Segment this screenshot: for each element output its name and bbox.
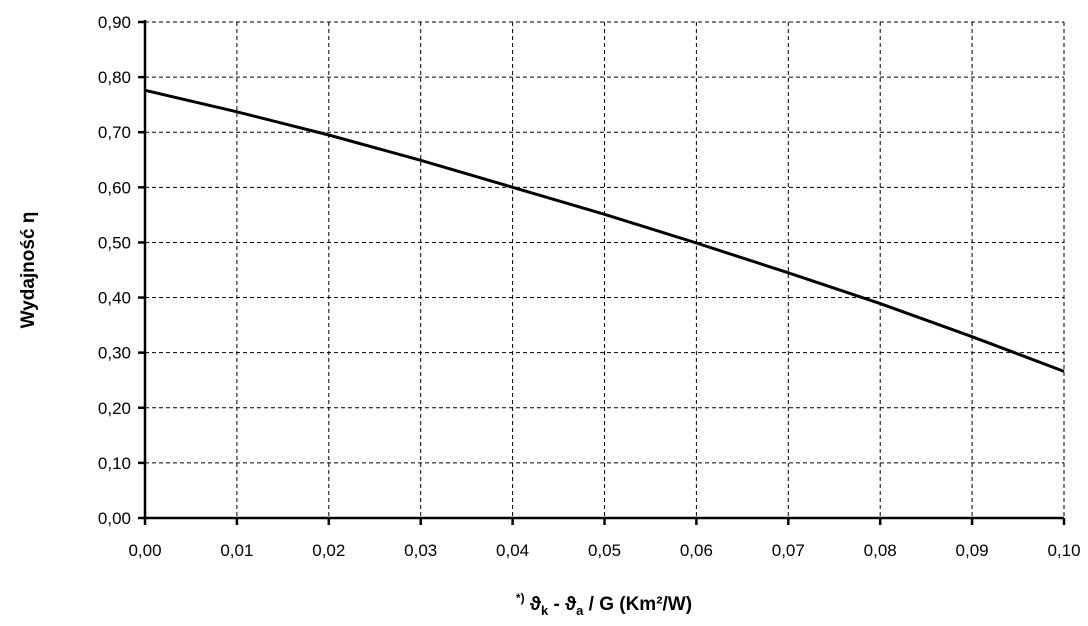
- series-line: [144, 88, 1065, 373]
- y-tick-label: 0,40: [98, 289, 131, 308]
- y-axis-title: Wydajność η: [18, 212, 39, 329]
- x-axis-title-rest: / G (Km²/W): [583, 594, 692, 615]
- x-tick-label: 0,05: [588, 541, 621, 560]
- x-tick-label: 0,07: [772, 541, 805, 560]
- x-tick-label: 0,02: [312, 541, 345, 560]
- x-tick-label: 0,03: [404, 541, 437, 560]
- y-tick-label: 0,30: [98, 344, 131, 363]
- y-tick-label: 0,00: [98, 509, 131, 528]
- x-axis-title: *) ϑk - ϑa / G (Km²/W): [516, 591, 692, 618]
- x-axis-title-sub2: a: [576, 603, 584, 618]
- x-tick-label: 0,00: [128, 541, 161, 560]
- y-tick-label: 0,20: [98, 399, 131, 418]
- x-axis-title-sep: -: [548, 594, 565, 615]
- y-tick-label: 0,60: [98, 178, 131, 197]
- x-tick-labels: 0,00 0,01 0,02 0,03 0,04 0,05 0,06 0,07 0,08 0,09…: [128, 541, 1080, 560]
- grid: [145, 21, 1065, 518]
- y-tick-label: 0,90: [98, 13, 131, 32]
- y-tick-label: 0,80: [98, 68, 131, 87]
- x-axis-title-note: *): [516, 591, 525, 605]
- x-tick-label: 0,06: [680, 541, 713, 560]
- x-tick-label: 0,08: [864, 541, 897, 560]
- x-tick-label: 0,09: [956, 541, 989, 560]
- y-tick-label: 0,50: [98, 233, 131, 252]
- x-axis-title-var1: ϑ: [530, 594, 542, 615]
- x-tick-label: 0,01: [220, 541, 253, 560]
- series-layer: [144, 88, 1065, 373]
- x-tick-label: 0,10: [1047, 541, 1080, 560]
- x-axis-title-sub1: k: [541, 603, 549, 618]
- y-tick-label: 0,10: [98, 454, 131, 473]
- y-tick-labels: 0,00 0,10 0,20 0,30 0,40 0,50 0,60 0,70 0,80 0,90: [98, 13, 131, 528]
- x-tick-label: 0,04: [496, 541, 529, 560]
- x-axis-title-var2: ϑ: [565, 594, 577, 615]
- axes: [138, 20, 1066, 525]
- y-tick-label: 0,70: [98, 123, 131, 142]
